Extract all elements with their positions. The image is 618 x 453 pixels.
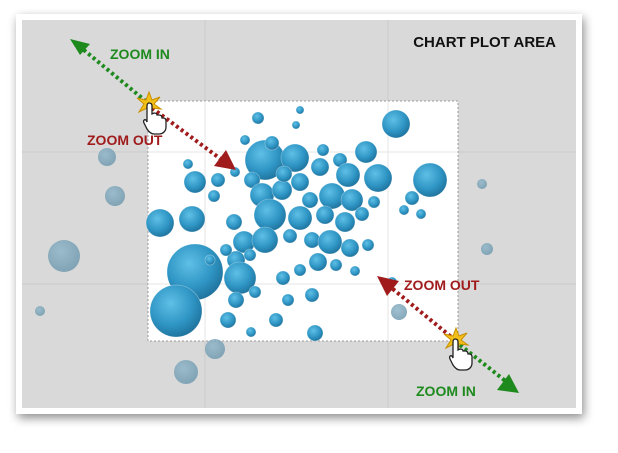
bubble [398, 204, 410, 216]
bubble [275, 270, 291, 286]
bubble [251, 226, 279, 254]
bubble [271, 179, 293, 201]
bubble [239, 134, 251, 146]
bubble [290, 172, 310, 192]
bubble [145, 208, 175, 238]
bubble [335, 162, 361, 188]
bubble [293, 263, 307, 277]
bubble [182, 158, 194, 170]
bubble [303, 231, 321, 249]
bubble [219, 243, 233, 257]
bubble [317, 229, 343, 255]
bubble [264, 135, 280, 151]
bubble [318, 182, 346, 210]
bubble [243, 171, 261, 189]
bubbles-inside-selection [145, 105, 448, 342]
zoom-out-arrowhead-bottom [377, 276, 399, 296]
bubble [219, 311, 237, 329]
bubble [306, 324, 324, 342]
bubble [253, 198, 287, 232]
bubble [149, 284, 203, 338]
bubble-faint [35, 306, 45, 316]
chart-plot-area-title: CHART PLOT AREA [413, 34, 556, 51]
zoom-in-line-top [77, 44, 150, 105]
zoom-out-arrowhead-top [214, 150, 236, 170]
bubble [367, 195, 381, 209]
bubble-faint [477, 179, 487, 189]
zoom-out-line-top [150, 106, 224, 162]
hand-pointer-icon [142, 102, 167, 135]
bubble [315, 205, 335, 225]
bubble [210, 172, 226, 188]
bubble [275, 165, 293, 183]
zoom-in-label-bottom: ZOOM IN [416, 383, 476, 399]
bubble [415, 208, 427, 220]
bubble [204, 254, 216, 266]
bubble [280, 143, 310, 173]
bubble [404, 190, 420, 206]
bubble [291, 120, 301, 130]
bubble [301, 191, 319, 209]
bubble [363, 163, 393, 193]
bubble-faint [98, 148, 116, 166]
bubble [412, 162, 448, 198]
bubble [183, 170, 207, 194]
bubble [354, 140, 378, 164]
bubble-faint [105, 186, 125, 206]
bubble [207, 189, 221, 203]
zoom-out-label-bottom: ZOOM OUT [404, 277, 480, 293]
zoom-out-label-top: ZOOM OUT [87, 132, 163, 148]
bubble [308, 252, 328, 272]
bubble [329, 258, 343, 272]
hand-pointer-icon [448, 338, 473, 371]
bubble [340, 188, 364, 212]
bubble [248, 285, 262, 299]
bubble [340, 238, 360, 258]
bubble-faint [481, 243, 493, 255]
bubble [361, 238, 375, 252]
bubble [245, 326, 257, 338]
bubble [304, 287, 320, 303]
bubble [229, 166, 241, 178]
bubble [251, 111, 265, 125]
bubble [225, 213, 243, 231]
zoom-in-arrowhead-top [70, 39, 90, 55]
zoom-in-label-top: ZOOM IN [110, 46, 170, 62]
bubble [243, 248, 257, 262]
bubble-faint [174, 360, 198, 384]
zoom-out-line-bottom [386, 283, 457, 342]
bubble [268, 312, 284, 328]
bubble [310, 157, 330, 177]
bubble [349, 265, 361, 277]
bubble [354, 206, 370, 222]
bubble [227, 291, 245, 309]
bubble [282, 228, 298, 244]
bubbles-outside-selection [35, 148, 493, 384]
bubble-faint [48, 240, 80, 272]
zoom-in-line-bottom [458, 343, 510, 385]
bubble [334, 211, 356, 233]
bubble [281, 293, 295, 307]
bubble [316, 143, 330, 157]
bubble-faint [391, 304, 407, 320]
bubble [295, 105, 305, 115]
zoom-in-arrowhead-bottom [497, 374, 519, 393]
bubble-faint [205, 339, 225, 359]
bubble [178, 205, 206, 233]
bubble [287, 205, 313, 231]
bubble [381, 109, 411, 139]
